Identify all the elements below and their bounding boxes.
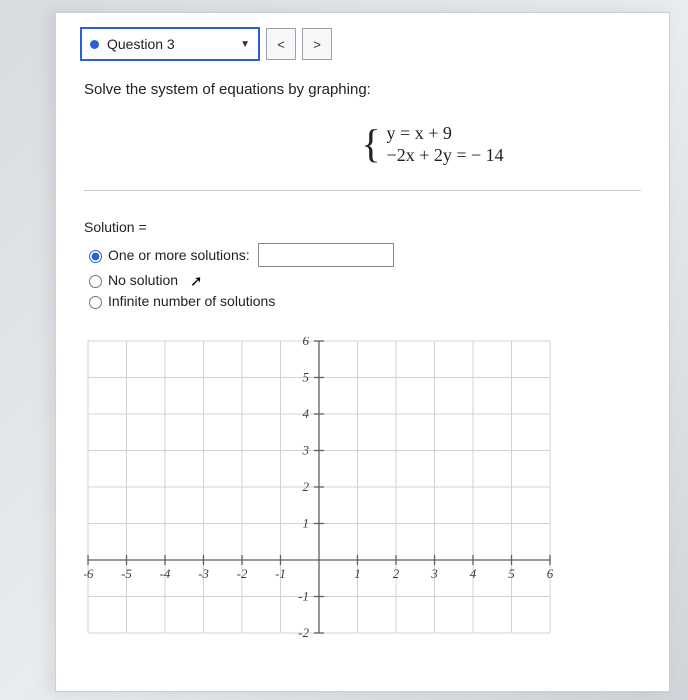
- prev-button[interactable]: <: [266, 28, 296, 60]
- radio-one-or-more-input[interactable]: [89, 250, 102, 263]
- radio-one-or-more[interactable]: One or more solutions:: [84, 243, 645, 267]
- svg-text:-3: -3: [198, 566, 209, 581]
- radio-no-solution-input[interactable]: [89, 275, 102, 288]
- equation-line-2: −2x + 2y = − 14: [387, 144, 504, 166]
- coordinate-grid[interactable]: -6 -5 -4 -3 -2 -1 1 2 3 4 5 6 -2 -1 1 2 3 4 5 6: [84, 337, 554, 637]
- brace-icon: {: [361, 124, 380, 168]
- svg-text:5: 5: [508, 566, 515, 581]
- svg-text:3: 3: [430, 566, 438, 581]
- svg-text:-1: -1: [275, 566, 286, 581]
- svg-text:2: 2: [393, 566, 400, 581]
- solution-label: Solution =: [84, 219, 645, 235]
- radio-infinite-input[interactable]: [89, 296, 102, 309]
- radio-infinite-label: Infinite number of solutions: [108, 293, 275, 309]
- svg-text:-2: -2: [298, 625, 309, 637]
- cursor-icon: ➚: [190, 272, 203, 290]
- svg-text:1: 1: [354, 566, 361, 581]
- svg-text:4: 4: [470, 566, 477, 581]
- svg-text:6: 6: [547, 566, 554, 581]
- question-label: Question 3: [107, 36, 175, 52]
- svg-text:6: 6: [303, 337, 310, 348]
- prompt-text: Solve the system of equations by graphin…: [84, 81, 641, 98]
- status-dot-icon: [90, 40, 99, 49]
- equation-system: { y = x + 9 −2x + 2y = − 14: [220, 122, 645, 166]
- chevron-left-icon: <: [277, 37, 285, 52]
- svg-text:-5: -5: [121, 566, 132, 581]
- divider: [84, 190, 641, 191]
- svg-text:-1: -1: [298, 589, 309, 604]
- chevron-right-icon: >: [313, 37, 321, 52]
- svg-text:-4: -4: [160, 566, 171, 581]
- solution-block: Solution = One or more solutions: No sol…: [84, 219, 645, 309]
- svg-text:5: 5: [303, 370, 310, 385]
- equation-line-1: y = x + 9: [387, 122, 504, 144]
- graph-area: -6 -5 -4 -3 -2 -1 1 2 3 4 5 6 -2 -1 1 2 3 4 5 6: [84, 337, 645, 642]
- radio-no-solution[interactable]: No solution ➚: [84, 271, 645, 289]
- svg-text:-6: -6: [84, 566, 94, 581]
- radio-one-or-more-label: One or more solutions:: [108, 247, 250, 263]
- svg-text:2: 2: [303, 479, 310, 494]
- question-dropdown[interactable]: Question 3 ▼: [80, 27, 260, 61]
- svg-text:1: 1: [303, 516, 310, 531]
- radio-no-solution-label: No solution: [108, 272, 178, 288]
- radio-infinite[interactable]: Infinite number of solutions: [84, 293, 645, 309]
- svg-text:3: 3: [302, 443, 310, 458]
- svg-text:4: 4: [303, 406, 310, 421]
- next-button[interactable]: >: [302, 28, 332, 60]
- chevron-down-icon: ▼: [240, 39, 250, 50]
- svg-text:-2: -2: [237, 566, 248, 581]
- page-container: Question 3 ▼ < > Solve the system of equ…: [55, 12, 670, 692]
- answer-input[interactable]: [258, 243, 394, 267]
- nav-row: Question 3 ▼ < >: [80, 27, 645, 61]
